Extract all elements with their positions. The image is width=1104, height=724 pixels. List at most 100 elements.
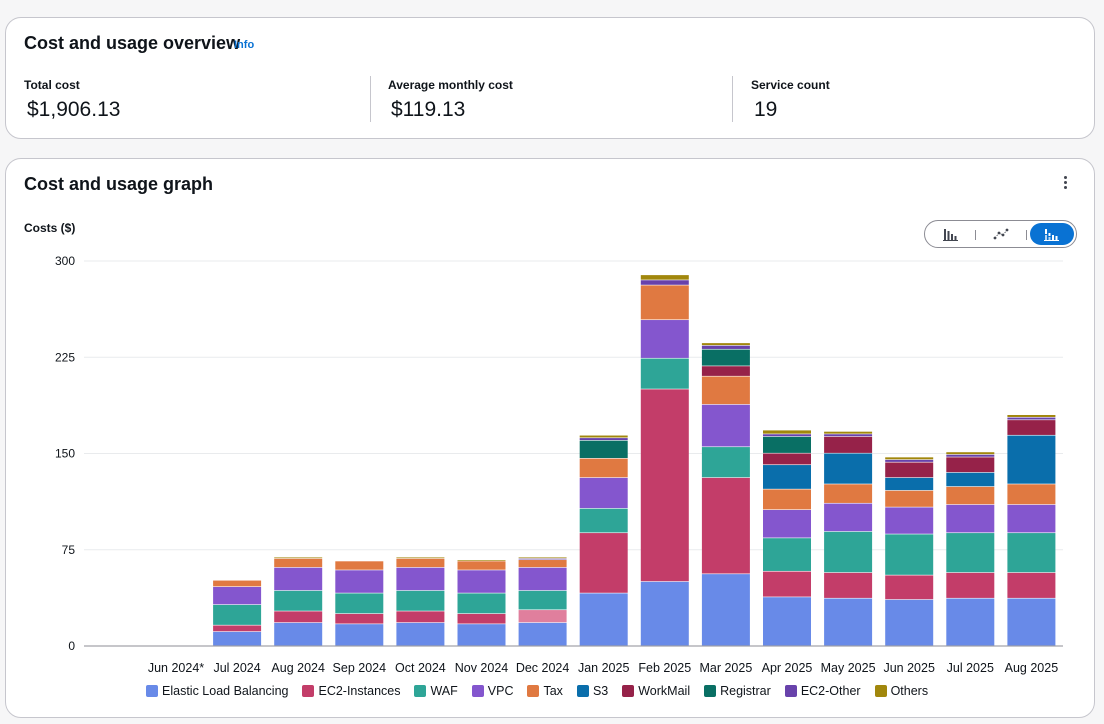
- bar-segment: [640, 275, 689, 280]
- bar-segment: [1007, 598, 1056, 646]
- bar-segment: [885, 534, 934, 575]
- bar-segment: [579, 593, 628, 646]
- legend-label: Others: [890, 684, 929, 698]
- bar-segment: [701, 447, 750, 478]
- x-tick-label: May 2025: [821, 661, 876, 675]
- metric-divider: [370, 76, 371, 122]
- bar-segment: [640, 581, 689, 646]
- stacked-bar-chart-icon[interactable]: [1030, 223, 1074, 245]
- bar-segment: [885, 477, 934, 491]
- bar-segment: [824, 598, 873, 646]
- legend-label: Elastic Load Balancing: [162, 684, 289, 698]
- bar-segment: [457, 593, 506, 614]
- bar-segment: [457, 561, 506, 570]
- bar-segment: [274, 567, 323, 591]
- legend-label: WAF: [430, 684, 458, 698]
- x-tick-label: Jun 2024*: [148, 661, 204, 675]
- bar-segment: [640, 280, 689, 285]
- bar-segment: [335, 593, 384, 614]
- legend-item[interactable]: S3: [576, 684, 608, 698]
- legend-swatch: [302, 685, 315, 697]
- bar-segment: [579, 435, 628, 438]
- overview-title: Cost and usage overview: [24, 33, 241, 53]
- x-tick-label: Dec 2024: [516, 661, 570, 675]
- bar-segment: [640, 285, 689, 320]
- bar-segment: [457, 613, 506, 624]
- bar-segment: [885, 575, 934, 600]
- y-tick-label: 300: [55, 254, 75, 268]
- metric-service-count: Service count 19: [751, 78, 830, 122]
- legend-item[interactable]: Elastic Load Balancing: [146, 684, 288, 698]
- bar-segment: [457, 560, 506, 561]
- bar-segment: [274, 558, 323, 568]
- bar-segment: [763, 436, 811, 453]
- bar-segment: [946, 457, 995, 473]
- bar-segment: [1007, 435, 1056, 484]
- y-tick-label: 0: [68, 639, 75, 653]
- legend-swatch: [784, 685, 797, 697]
- bar-segment: [579, 508, 628, 533]
- x-tick-label: Aug 2025: [1005, 661, 1059, 675]
- bar-segment: [396, 590, 445, 611]
- legend-label: EC2-Other: [800, 684, 861, 698]
- bar-chart-icon[interactable]: [929, 223, 973, 245]
- bar-segment: [885, 599, 934, 646]
- bar-segment: [701, 376, 750, 405]
- bar-segment: [396, 622, 445, 646]
- bar-segment: [946, 533, 995, 573]
- legend-item[interactable]: Registrar: [704, 684, 771, 698]
- legend-swatch: [576, 685, 589, 697]
- toggle-separator: [975, 230, 976, 240]
- chart-type-toggle: [924, 220, 1077, 248]
- bar-segment: [457, 624, 506, 646]
- bar-segment: [640, 358, 689, 389]
- x-tick-label: Nov 2024: [455, 661, 509, 675]
- bar-segment: [274, 611, 323, 623]
- bar-segment: [518, 567, 567, 591]
- bar-segment: [763, 489, 811, 510]
- bar-segment: [824, 431, 873, 434]
- x-tick-label: Aug 2024: [271, 661, 325, 675]
- y-tick-label: 75: [62, 543, 76, 557]
- bar-segment: [701, 343, 750, 346]
- line-chart-icon[interactable]: [979, 223, 1023, 245]
- metric-label: Average monthly cost: [388, 78, 513, 92]
- bar-segment: [763, 465, 811, 489]
- bar-segment: [824, 531, 873, 573]
- bar-segment: [885, 459, 934, 462]
- x-tick-label: Feb 2025: [638, 661, 691, 675]
- legend-swatch: [622, 685, 635, 697]
- info-link[interactable]: Info: [234, 39, 255, 51]
- legend-item[interactable]: Tax: [527, 684, 563, 698]
- legend-item[interactable]: EC2-Instances: [302, 684, 400, 698]
- bar-segment: [579, 440, 628, 459]
- bar-segment: [1007, 484, 1056, 505]
- legend-item[interactable]: VPC: [471, 684, 514, 698]
- bar-segment: [946, 572, 995, 598]
- legend-item[interactable]: EC2-Other: [784, 684, 861, 698]
- bar-segment: [518, 622, 567, 646]
- bar-segment: [213, 586, 262, 605]
- bar-segment: [1007, 420, 1056, 435]
- y-tick-label: 225: [55, 350, 75, 364]
- x-tick-label: Sep 2024: [333, 661, 387, 675]
- bar-segment: [763, 571, 811, 597]
- bar-segment: [579, 458, 628, 478]
- legend-item[interactable]: Others: [874, 684, 929, 698]
- bar-segment: [824, 436, 873, 453]
- legend-item[interactable]: WorkMail: [622, 684, 690, 698]
- legend-swatch: [414, 685, 427, 697]
- kebab-menu-icon[interactable]: [1061, 176, 1069, 192]
- bar-segment: [1007, 415, 1056, 417]
- bar-segment: [946, 598, 995, 646]
- bar-segment: [946, 454, 995, 457]
- legend-label: VPC: [487, 684, 514, 698]
- bar-segment: [579, 438, 628, 441]
- bar-segment: [579, 533, 628, 593]
- bar-segment: [1007, 504, 1056, 533]
- bar-segment: [335, 613, 384, 624]
- x-tick-label: Oct 2024: [395, 661, 446, 675]
- x-tick-label: Jan 2025: [578, 661, 629, 675]
- legend-item[interactable]: WAF: [414, 684, 458, 698]
- x-tick-label: Jun 2025: [883, 661, 934, 675]
